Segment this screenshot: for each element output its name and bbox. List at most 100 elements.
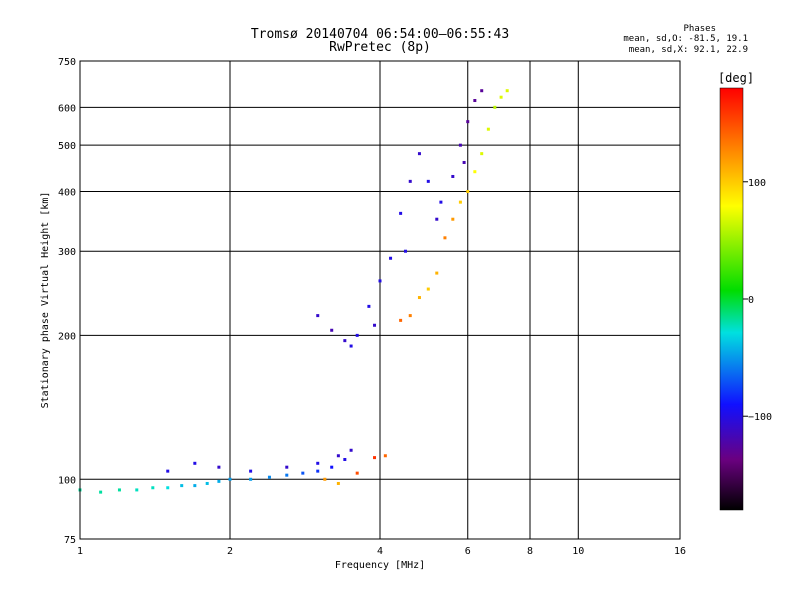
phases-o-stats: mean, sd,O: -81.5, 19.1 xyxy=(623,34,748,44)
data-point-x xyxy=(336,481,340,485)
chart-title: Tromsø 20140704 06:54:00–06:55:43 xyxy=(250,27,510,42)
data-point-x xyxy=(373,456,377,460)
data-point-o xyxy=(439,200,443,204)
data-point-o xyxy=(217,479,221,483)
colorbar-ticks: 100 0 −100 xyxy=(743,178,772,423)
y-tick-label: 75 xyxy=(64,535,76,546)
data-point-x xyxy=(435,271,439,275)
y-tick-label: 200 xyxy=(58,331,76,342)
data-point-o xyxy=(343,457,347,461)
data-point-o xyxy=(166,486,170,490)
data-point-o xyxy=(249,477,253,481)
data-point-x xyxy=(486,127,490,131)
colorbar-tick-label: −100 xyxy=(748,412,772,423)
data-point-x xyxy=(383,454,387,458)
data-point-x xyxy=(417,296,421,300)
data-point-o xyxy=(193,461,197,465)
data-point-o xyxy=(316,469,320,473)
data-point-o xyxy=(301,471,305,475)
y-axis-label: Stationary phase Virtual Height [km] xyxy=(40,192,51,409)
data-point-o xyxy=(349,344,353,348)
data-point-x xyxy=(408,314,412,318)
data-point-x xyxy=(493,105,497,109)
y-tick-label: 600 xyxy=(58,103,76,114)
data-point-x xyxy=(399,318,403,322)
phases-title: Phases xyxy=(683,24,716,34)
colorbar-label: [deg] xyxy=(718,71,754,85)
data-point-x xyxy=(505,89,509,93)
data-point-o xyxy=(205,481,209,485)
colorbar-tick-label: 100 xyxy=(748,178,766,189)
x-tick-label: 4 xyxy=(377,546,383,557)
data-point-o xyxy=(117,488,121,492)
data-point-o xyxy=(285,465,289,469)
colorbar xyxy=(719,87,744,511)
y-tick-label: 400 xyxy=(58,187,76,198)
y-tick-label: 100 xyxy=(58,475,76,486)
y-tick-labels: 75 100 200 300 400 500 600 750 xyxy=(58,57,76,546)
data-point-o xyxy=(466,120,470,124)
x-tick-label: 1 xyxy=(77,546,83,557)
data-point-o xyxy=(349,448,353,452)
data-point-x xyxy=(458,200,462,204)
data-point-o xyxy=(135,488,139,492)
data-point-o xyxy=(316,461,320,465)
data-point-o xyxy=(473,99,477,103)
data-point-o xyxy=(355,333,359,337)
data-point-o xyxy=(343,339,347,343)
y-tick-label: 500 xyxy=(58,141,76,152)
data-point-x xyxy=(451,217,455,221)
data-point-x xyxy=(480,152,484,156)
x-tick-label: 6 xyxy=(465,546,471,557)
data-point-o xyxy=(267,475,271,479)
data-point-o xyxy=(426,179,430,183)
data-point-o xyxy=(451,174,455,178)
data-points xyxy=(78,89,509,494)
data-point-o xyxy=(408,179,412,183)
plot-frame xyxy=(79,60,681,540)
data-point-o xyxy=(417,152,421,156)
data-point-o xyxy=(99,490,103,494)
data-point-o xyxy=(285,473,289,477)
data-point-o xyxy=(316,314,320,318)
data-point-o xyxy=(217,465,221,469)
x-tick-label: 8 xyxy=(527,546,533,557)
data-point-o xyxy=(330,328,334,332)
data-point-x xyxy=(355,471,359,475)
y-tick-label: 300 xyxy=(58,247,76,258)
data-point-o xyxy=(249,469,253,473)
data-point-o xyxy=(228,477,232,481)
data-point-o xyxy=(193,484,197,488)
data-point-o xyxy=(458,143,462,147)
phases-x-stats: mean, sd,X: 92.1, 22.9 xyxy=(628,45,748,55)
y-tick-label: 750 xyxy=(58,57,76,68)
x-tick-label: 10 xyxy=(572,546,584,557)
data-point-o xyxy=(373,323,377,327)
x-tick-label: 16 xyxy=(674,546,686,557)
data-point-o xyxy=(180,484,184,488)
data-point-o xyxy=(462,160,466,164)
data-point-x xyxy=(473,170,477,174)
chart-subtitle: RwPretec (8p) xyxy=(329,40,431,55)
data-point-x xyxy=(443,236,447,240)
data-point-x xyxy=(426,287,430,291)
data-point-o xyxy=(389,256,393,260)
data-point-o xyxy=(378,279,382,283)
data-point-x xyxy=(499,95,503,99)
data-point-o xyxy=(367,304,371,308)
data-point-x xyxy=(466,189,470,193)
colorbar-tick-label: 0 xyxy=(748,295,754,306)
data-point-o xyxy=(151,486,155,490)
x-axis-label: Frequency [MHz] xyxy=(335,560,425,571)
data-point-o xyxy=(480,89,484,93)
data-point-o xyxy=(330,465,334,469)
data-point-o xyxy=(399,211,403,215)
data-point-o xyxy=(435,217,439,221)
data-point-o xyxy=(336,454,340,458)
data-point-o xyxy=(403,249,407,253)
x-tick-label: 2 xyxy=(227,546,233,557)
grid xyxy=(80,61,680,539)
x-tick-labels: 1 2 4 6 8 10 16 xyxy=(77,546,686,557)
data-point-o xyxy=(166,469,170,473)
